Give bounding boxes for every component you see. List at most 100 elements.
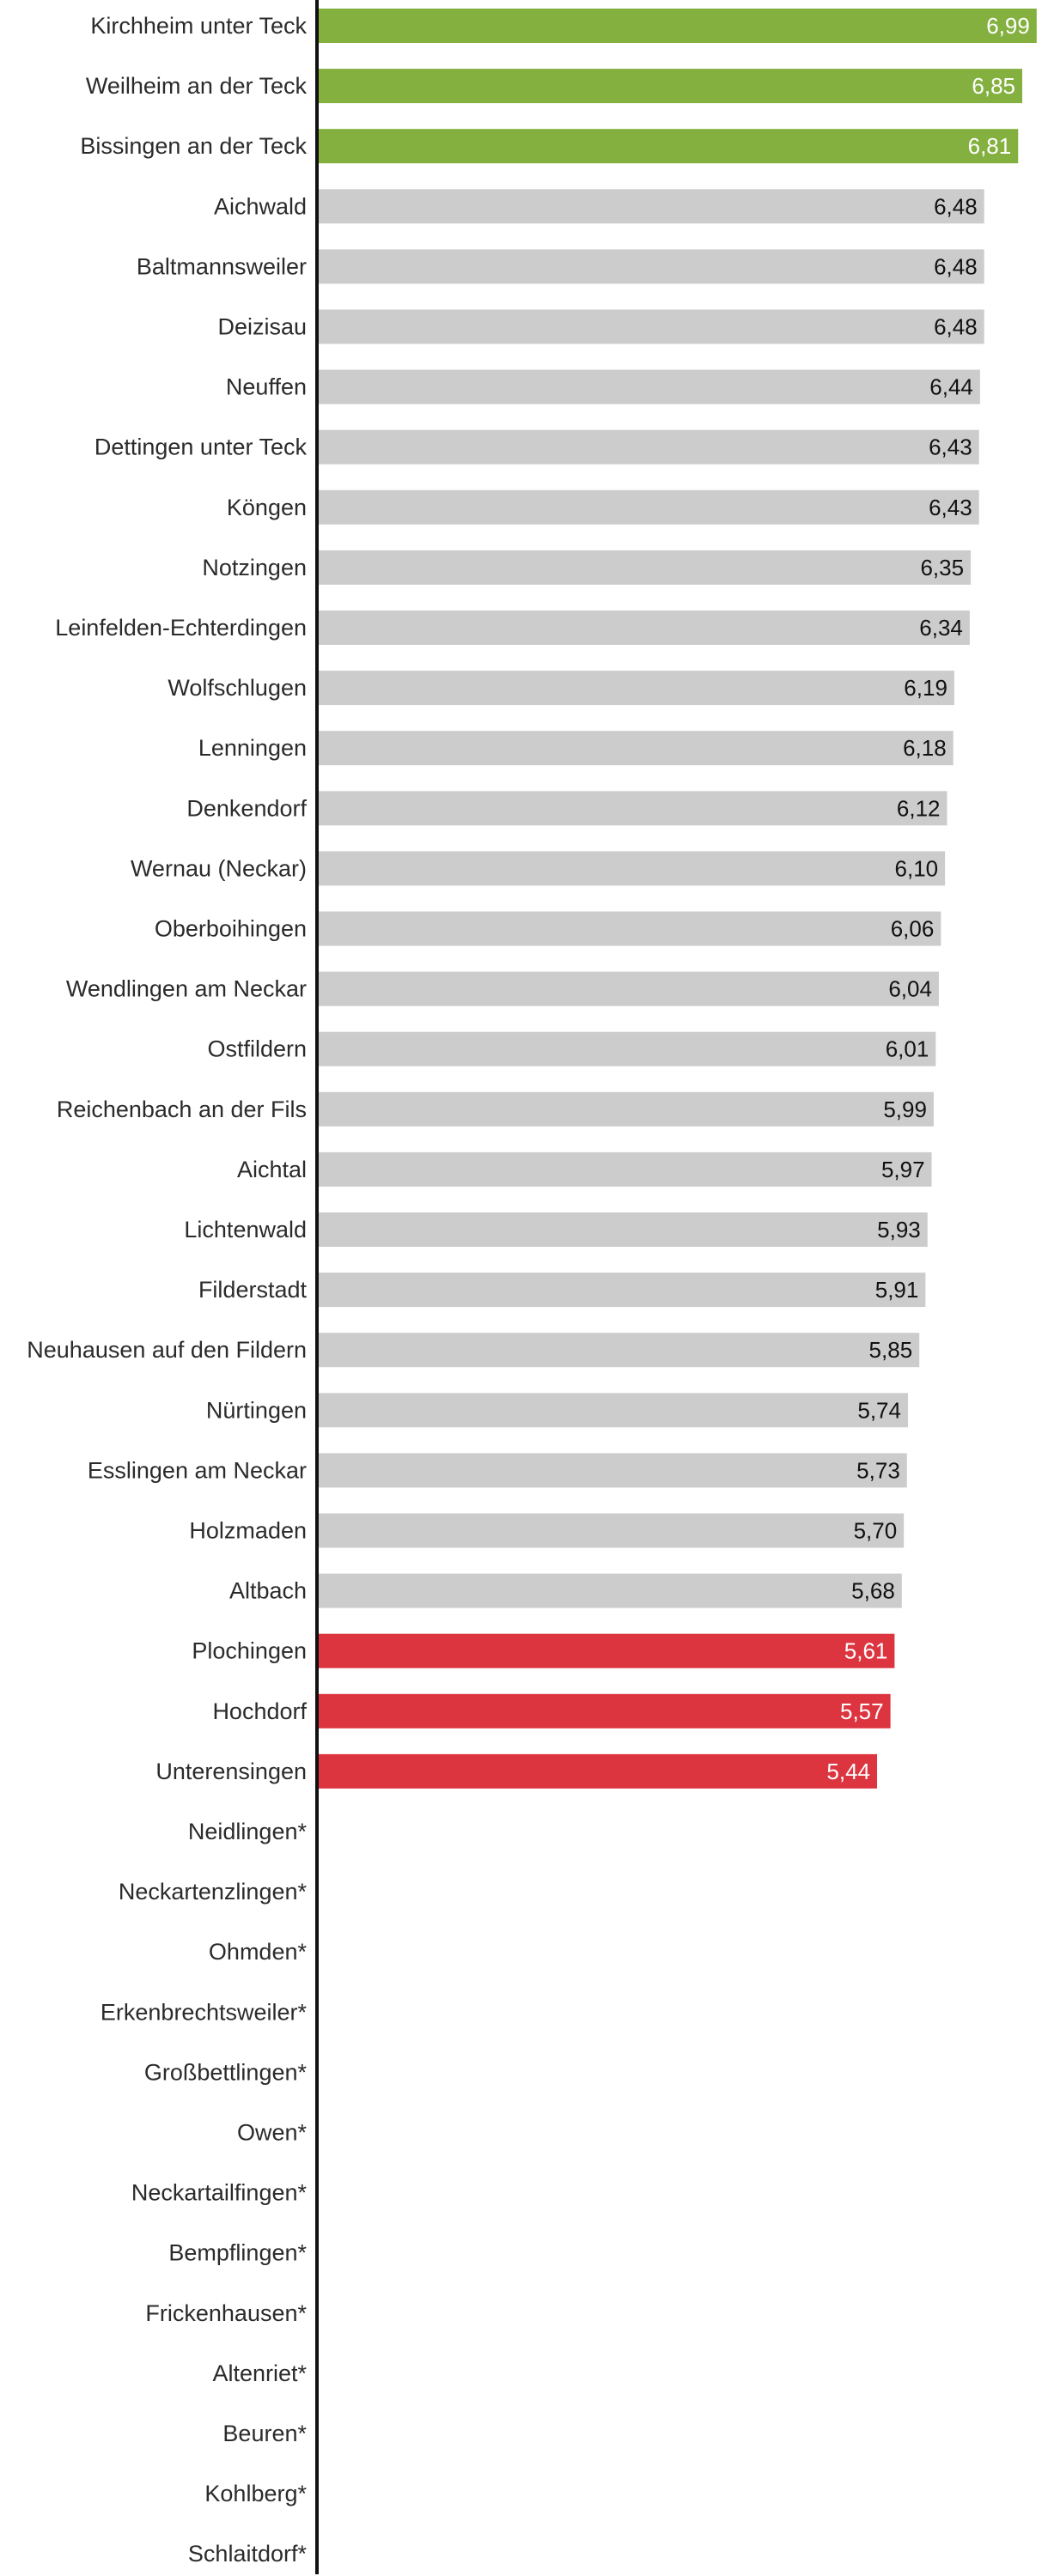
category-label-erkenbrechtsweiler: Erkenbrechtsweiler* xyxy=(101,1999,308,2025)
bar-lenningen xyxy=(317,731,954,766)
bar-kirchheim-unter-teck xyxy=(317,9,1037,43)
value-label-filderstadt: 5,91 xyxy=(875,1277,919,1303)
category-label-grossbettlingen: Großbettlingen* xyxy=(144,2059,308,2085)
value-label-kirchheim-unter-teck: 6,99 xyxy=(986,13,1030,39)
category-label-frickenhausen: Frickenhausen* xyxy=(145,2300,307,2326)
category-label-koengen: Köngen xyxy=(227,495,307,520)
bar-wernau-neckar xyxy=(317,851,946,886)
value-label-koengen: 6,43 xyxy=(929,495,972,520)
value-label-leinfelden-echterdingen: 6,34 xyxy=(919,615,963,641)
category-label-neckartenzlingen: Neckartenzlingen* xyxy=(119,1879,308,1905)
category-label-nuertingen: Nürtingen xyxy=(206,1397,307,1423)
category-label-wernau-neckar: Wernau (Neckar) xyxy=(131,855,307,881)
category-label-lichtenwald: Lichtenwald xyxy=(184,1217,307,1242)
bars-layer xyxy=(317,9,1037,1789)
value-label-wendlingen-am-neckar: 6,04 xyxy=(888,976,932,1002)
value-label-lenningen: 6,18 xyxy=(903,735,947,761)
category-label-bissingen-an-der-teck: Bissingen an der Teck xyxy=(80,133,307,159)
category-label-denkendorf: Denkendorf xyxy=(186,795,307,821)
value-label-holzmaden: 5,70 xyxy=(854,1518,898,1544)
bar-wolfschlugen xyxy=(317,671,954,706)
category-label-ohmden: Ohmden* xyxy=(209,1939,308,1965)
category-label-dettingen-unter-teck: Dettingen unter Teck xyxy=(94,434,308,460)
value-label-neuhausen-auf-den-fildern: 5,85 xyxy=(869,1337,913,1363)
value-label-plochingen: 5,61 xyxy=(844,1638,888,1664)
value-label-wolfschlugen: 6,19 xyxy=(904,675,947,701)
bar-lichtenwald xyxy=(317,1212,928,1247)
category-label-neckartailfingen: Neckartailfingen* xyxy=(131,2180,308,2206)
value-label-nuertingen: 5,74 xyxy=(857,1397,901,1423)
bar-bissingen-an-der-teck xyxy=(317,129,1019,164)
value-label-baltmannsweiler: 6,48 xyxy=(934,253,978,279)
bar-baltmannsweiler xyxy=(317,249,984,284)
category-label-oberboihingen: Oberboihingen xyxy=(155,916,307,942)
category-label-aichtal: Aichtal xyxy=(237,1157,307,1182)
bar-neuhausen-auf-den-fildern xyxy=(317,1333,920,1368)
category-label-ostfildern: Ostfildern xyxy=(207,1036,307,1062)
category-label-deizisau: Deizisau xyxy=(217,314,307,340)
bar-koengen xyxy=(317,489,979,525)
category-label-holzmaden: Holzmaden xyxy=(189,1518,307,1544)
value-label-deizisau: 6,48 xyxy=(934,314,978,340)
bar-plochingen xyxy=(317,1633,895,1668)
value-label-oberboihingen: 6,06 xyxy=(891,916,935,942)
bar-deizisau xyxy=(317,309,984,344)
category-label-unterensingen: Unterensingen xyxy=(155,1759,307,1784)
category-label-hochdorf: Hochdorf xyxy=(212,1698,307,1724)
category-label-owen: Owen* xyxy=(237,2120,308,2146)
bar-oberboihingen xyxy=(317,911,941,946)
category-label-neidlingen: Neidlingen* xyxy=(188,1819,308,1844)
value-label-esslingen-am-neckar: 5,73 xyxy=(856,1457,900,1483)
value-label-aichtal: 5,97 xyxy=(881,1157,925,1182)
bar-holzmaden xyxy=(317,1513,905,1548)
category-label-kirchheim-unter-teck: Kirchheim unter Teck xyxy=(90,13,307,39)
category-label-altenriet: Altenriet* xyxy=(212,2360,307,2386)
bar-notzingen xyxy=(317,550,972,585)
category-label-baltmannsweiler: Baltmannsweiler xyxy=(137,253,307,279)
category-label-weilheim-an-der-teck: Weilheim an der Teck xyxy=(86,73,308,99)
bar-denkendorf xyxy=(317,791,947,826)
value-labels-layer: 6,99 6,85 6,81 6,48 6,48 6,48 6,44 6,43 6,43 6,35… xyxy=(826,13,1029,1784)
category-labels-layer: Kirchheim unter Teck Weilheim an der Teck… xyxy=(27,13,307,2567)
bar-unterensingen xyxy=(317,1753,878,1789)
category-label-plochingen: Plochingen xyxy=(192,1638,307,1664)
value-label-hochdorf: 5,57 xyxy=(840,1698,884,1724)
value-label-denkendorf: 6,12 xyxy=(897,795,941,821)
bar-altbach xyxy=(317,1573,902,1608)
category-label-notzingen: Notzingen xyxy=(202,555,307,580)
category-label-bempflingen: Bempflingen* xyxy=(168,2240,307,2266)
value-label-bissingen-an-der-teck: 6,81 xyxy=(968,133,1012,159)
category-label-altbach: Altbach xyxy=(229,1578,307,1604)
category-label-beuren: Beuren* xyxy=(222,2421,307,2446)
category-label-neuhausen-auf-den-fildern: Neuhausen auf den Fildern xyxy=(27,1337,307,1363)
value-label-altbach: 5,68 xyxy=(851,1578,895,1604)
bar-aichwald xyxy=(317,189,984,224)
category-label-neuffen: Neuffen xyxy=(226,374,307,400)
category-label-lenningen: Lenningen xyxy=(198,735,307,761)
category-label-reichenbach-an-der-fils: Reichenbach an der Fils xyxy=(57,1097,307,1122)
bar-reichenbach-an-der-fils xyxy=(317,1091,934,1127)
bar-esslingen-am-neckar xyxy=(317,1453,907,1488)
value-label-notzingen: 6,35 xyxy=(920,555,964,580)
bar-nuertingen xyxy=(317,1393,908,1428)
bar-filderstadt xyxy=(317,1273,926,1308)
category-label-schlaitdorf: Schlaitdorf* xyxy=(188,2541,308,2567)
value-label-weilheim-an-der-teck: 6,85 xyxy=(972,73,1015,99)
value-label-wernau-neckar: 6,10 xyxy=(895,855,939,881)
value-label-reichenbach-an-der-fils: 5,99 xyxy=(883,1097,927,1122)
bar-aichtal xyxy=(317,1151,932,1187)
bar-hochdorf xyxy=(317,1693,891,1728)
value-label-lichtenwald: 5,93 xyxy=(877,1217,921,1242)
bar-ostfildern xyxy=(317,1031,936,1066)
value-label-neuffen: 6,44 xyxy=(929,374,973,400)
category-label-aichwald: Aichwald xyxy=(214,193,307,219)
category-label-esslingen-am-neckar: Esslingen am Neckar xyxy=(88,1457,307,1483)
value-label-ostfildern: 6,01 xyxy=(886,1036,929,1062)
bar-wendlingen-am-neckar xyxy=(317,971,939,1006)
value-label-aichwald: 6,48 xyxy=(934,193,978,219)
value-label-unterensingen: 5,44 xyxy=(826,1759,870,1784)
bar-neuffen xyxy=(317,369,980,404)
category-label-kohlberg: Kohlberg* xyxy=(204,2481,307,2506)
